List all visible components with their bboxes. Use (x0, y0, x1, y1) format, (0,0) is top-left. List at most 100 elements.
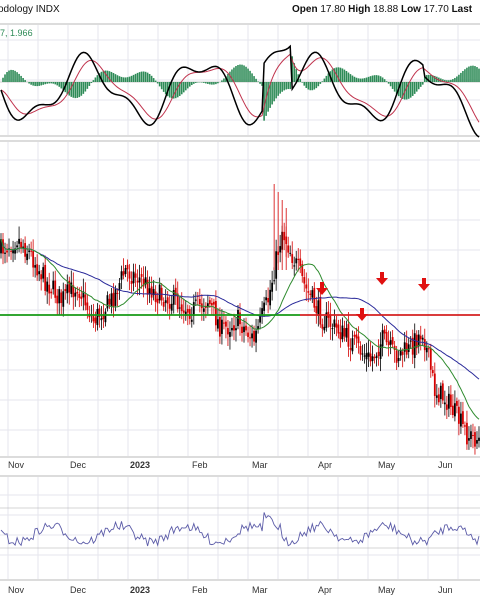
histogram-bar (85, 82, 87, 92)
candle-body (333, 320, 335, 327)
candle-body (159, 285, 161, 301)
candle-body (358, 336, 360, 343)
candle-body (454, 403, 456, 416)
candle-body (165, 300, 167, 303)
arrow-shaft (320, 282, 324, 288)
candle-body (191, 320, 193, 322)
candle-body (436, 395, 438, 397)
candle-body (392, 337, 394, 344)
histogram-bar (10, 70, 12, 82)
histogram-bar (203, 82, 205, 83)
candle-body (398, 358, 400, 361)
histogram-bar (6, 72, 8, 82)
histogram-bar (75, 82, 77, 98)
candle-body (94, 318, 96, 324)
candle-body (289, 253, 291, 254)
histogram-bar (368, 77, 370, 82)
candle-body (275, 251, 277, 278)
x-axis-label: May (378, 585, 396, 595)
histogram-bar (279, 82, 281, 94)
candle-body (388, 341, 390, 345)
histogram-bar (22, 78, 24, 82)
histogram-bar (153, 78, 155, 82)
candle-body (364, 355, 366, 356)
histogram-bar (91, 82, 93, 83)
candle-body (66, 285, 68, 294)
histogram-bar (346, 71, 348, 82)
histogram-bar (406, 82, 408, 99)
candle-body (305, 284, 307, 288)
candle-body (115, 289, 117, 306)
histogram-bar (287, 82, 289, 89)
histogram-bar (388, 82, 390, 84)
histogram-bar (165, 82, 167, 94)
histogram-bar (259, 82, 261, 84)
candle-body (307, 291, 309, 293)
candle-body (331, 328, 333, 329)
histogram-bar (472, 66, 474, 82)
candle-body (438, 394, 440, 402)
histogram-bar (155, 81, 157, 82)
histogram-bar (273, 82, 275, 101)
candle-body (64, 289, 66, 291)
candle-body (28, 250, 30, 252)
histogram-bar (320, 82, 322, 84)
candle-body (386, 332, 388, 342)
histogram-bar (131, 76, 133, 82)
candle-body (187, 309, 189, 313)
candle-body (366, 353, 368, 359)
candle-body (171, 304, 173, 311)
histogram-bar (303, 82, 305, 86)
candle-body (448, 394, 450, 409)
candle-body (181, 304, 183, 311)
candle-body (80, 297, 82, 299)
histogram-bar (117, 75, 119, 82)
histogram-bar (77, 82, 79, 98)
candle-body (348, 324, 350, 347)
high-value: 18.88 (373, 4, 398, 15)
histogram-bar (285, 82, 287, 89)
macd-legend-value: 1.966 (10, 28, 33, 38)
candle-body (342, 326, 344, 340)
candle-body (121, 271, 123, 279)
histogram-bar (305, 82, 307, 88)
histogram-bar (299, 79, 301, 82)
x-axis-label: Mar (252, 460, 268, 470)
histogram-bar (281, 82, 283, 92)
candle-body (169, 304, 171, 309)
candle-body (107, 295, 109, 308)
last-label: Last (452, 4, 473, 15)
histogram-bar (458, 75, 460, 82)
candle-body (297, 259, 299, 260)
oscillator-panel (0, 476, 480, 580)
x-axis-label: Apr (318, 585, 332, 595)
x-axis-label: 2023 (130, 460, 150, 470)
candle-body (265, 297, 267, 300)
histogram-bar (324, 79, 326, 82)
candle-body (323, 327, 325, 330)
candle-body (4, 253, 6, 254)
histogram-bar (121, 77, 123, 82)
candle-body (195, 300, 197, 301)
candle-body (372, 356, 374, 361)
open-value: 17.80 (320, 4, 345, 15)
candle-body (16, 245, 18, 247)
histogram-bar (115, 74, 117, 82)
histogram-bar (392, 82, 394, 89)
candle-body (428, 348, 430, 349)
candle-body (346, 328, 348, 338)
histogram-bar (243, 65, 245, 82)
histogram-bar (241, 65, 243, 82)
histogram-bar (418, 82, 420, 89)
x-axis-label: Apr (318, 460, 332, 470)
histogram-bar (163, 82, 165, 92)
candle-body (380, 344, 382, 359)
histogram-bar (235, 66, 237, 82)
candle-body (251, 333, 253, 338)
candle-body (255, 331, 257, 343)
histogram-bar (322, 81, 324, 82)
price-panel (0, 141, 480, 457)
candle-body (199, 299, 201, 304)
candle-body (179, 308, 181, 309)
